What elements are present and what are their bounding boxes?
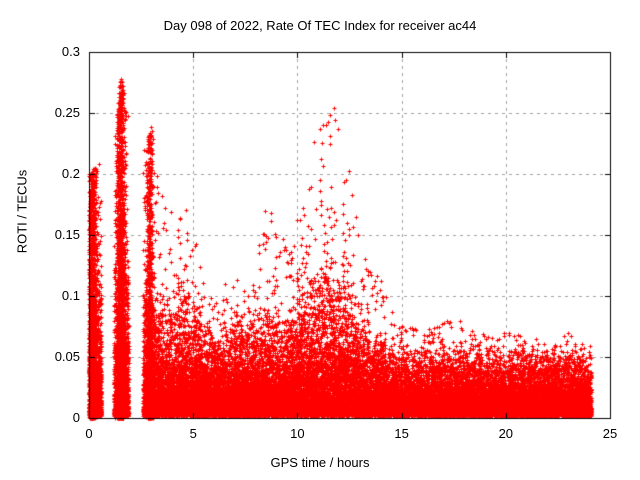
y-axis-tick-label: 0.05: [54, 349, 80, 364]
y-axis-tick-label: 0.25: [54, 105, 80, 120]
y-axis-tick-label: 0.1: [61, 288, 80, 303]
x-axis-tick-label: 10: [290, 426, 305, 441]
x-axis-label: GPS time / hours: [270, 455, 370, 470]
y-axis-tick-label: 0.2: [61, 166, 80, 181]
y-axis-tick-label: 0: [72, 410, 80, 425]
x-axis-tick-label: 5: [189, 426, 197, 441]
x-axis-tick-label: 20: [498, 426, 514, 441]
y-axis-tick-label: 0.3: [61, 44, 80, 59]
y-axis-tick-label: 0.15: [54, 227, 80, 242]
x-axis-tick-label: 15: [394, 426, 409, 441]
x-axis-tick-label: 0: [85, 426, 93, 441]
y-axis-label: ROTI / TECUs: [14, 169, 30, 254]
x-axis-tick-label: 25: [602, 426, 618, 441]
